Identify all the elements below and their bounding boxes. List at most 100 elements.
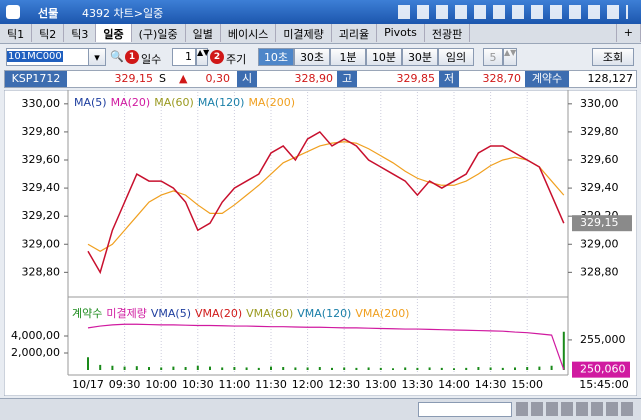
- x-tick-label: 10:00: [145, 378, 177, 391]
- tab[interactable]: Pivots: [377, 24, 425, 42]
- tab[interactable]: 틱1: [0, 24, 33, 42]
- scrollbar[interactable]: [418, 402, 512, 417]
- ma-line: [87, 141, 565, 252]
- volume-bar: [135, 366, 138, 370]
- current-price-box: [572, 215, 632, 232]
- tab[interactable]: 베이시스: [221, 24, 277, 42]
- chart: 10/17 09:30 10:00 10:30 11:00 11:30 12:00 12:30…: [4, 90, 637, 396]
- x-tick-label: 14:00: [438, 378, 470, 391]
- volume-bar: [404, 367, 407, 370]
- period-button[interactable]: 1분: [330, 48, 366, 66]
- title-bar: 선물 4392 차트>일중: [0, 0, 641, 24]
- spinner[interactable]: ▲▼: [196, 48, 209, 66]
- arrow: ▲: [179, 72, 188, 85]
- chart-bg: [4, 90, 637, 396]
- volume-bar: [196, 365, 199, 370]
- period-button[interactable]: 30초: [294, 48, 330, 66]
- low: 328,70: [482, 72, 522, 85]
- x-tick-label: 14:30: [475, 378, 507, 391]
- volume-bar: [526, 367, 529, 370]
- y-tick-label: 329,00: [22, 237, 61, 250]
- days-input[interactable]: 1: [172, 48, 196, 66]
- volume-bar: [440, 367, 443, 370]
- dropdown[interactable]: ▾: [88, 48, 106, 66]
- volume-bar: [318, 367, 321, 370]
- title-icons[interactable]: [398, 5, 628, 19]
- y-tick-label: 4,000,00: [11, 329, 60, 342]
- volume-bar: [453, 368, 455, 370]
- tab[interactable]: 괴리율: [332, 24, 378, 42]
- legend-entry: MA(20): [111, 96, 151, 109]
- period-buttons: 10초 30초 1분 10분 30분 임의: [258, 48, 474, 66]
- legend-entry: VMA(5): [151, 307, 191, 320]
- legend-entry: 미결제량: [106, 307, 146, 320]
- period-button[interactable]: 임의: [438, 48, 474, 66]
- x-tick-label: 10/17: [72, 378, 104, 391]
- volume-bar: [282, 367, 285, 370]
- legend-entry: MA(120): [198, 96, 245, 109]
- volume-bar: [343, 367, 346, 370]
- volume-bar: [148, 367, 150, 370]
- volume-bar: [477, 367, 480, 370]
- y2-tick-label: 255,000: [580, 333, 626, 346]
- legend-entry: VMA(20): [195, 307, 242, 320]
- volume-bar: [501, 367, 504, 370]
- volume-bar: [257, 367, 260, 370]
- label: 계약수: [525, 71, 569, 87]
- menu[interactable]: 선물: [38, 7, 59, 20]
- volume-bar: [99, 364, 102, 370]
- volume-bar: [172, 366, 175, 370]
- high: 329,85: [396, 72, 436, 85]
- y-tick-label: 328,80: [22, 265, 61, 278]
- tool-icons[interactable]: [516, 402, 636, 416]
- tab[interactable]: 일중: [96, 24, 132, 42]
- volume-bar: [367, 367, 370, 370]
- quote-bar: KSP1712 329,15 S ▲ 0,30 시 328,90 고 329,8…: [4, 70, 637, 88]
- volume-bar: [221, 367, 224, 370]
- y-tick-label: 329,40: [22, 181, 61, 194]
- badge: 1: [125, 50, 139, 64]
- tab[interactable]: 전광판: [425, 24, 471, 42]
- x-tick-label: 13:00: [365, 378, 397, 391]
- code-combo[interactable]: 101MC000: [6, 48, 106, 66]
- label: 주기: [226, 53, 247, 66]
- volume-bar: [160, 367, 163, 370]
- period-button[interactable]: 10초: [258, 48, 294, 66]
- spinner: ▲▼: [503, 48, 517, 66]
- volume-bar: [465, 367, 468, 370]
- y-tick-label: 328,80: [580, 265, 619, 278]
- query-button[interactable]: 조회: [592, 48, 634, 66]
- volume-bar: [355, 367, 358, 370]
- y-tick-label: 330,00: [22, 97, 61, 110]
- legend-entry: MA(200): [248, 96, 295, 109]
- legend-entry: MA(5): [74, 96, 107, 109]
- current-price-label: 329,15: [580, 216, 619, 229]
- volume-bar: [270, 366, 272, 370]
- tab[interactable]: (구)일중: [132, 24, 186, 42]
- volume-bar: [489, 367, 492, 370]
- y-tick-label: 329,80: [22, 125, 61, 138]
- tab[interactable]: 틱2: [32, 24, 65, 42]
- oi-label: 250,060: [580, 363, 626, 376]
- label: 저: [439, 71, 459, 87]
- symbol: KSP1712: [5, 71, 67, 87]
- y-tick-label: 329,60: [22, 153, 61, 166]
- price-line: [87, 130, 565, 275]
- volume-bar: [306, 367, 309, 370]
- x-tick-label: 11:00: [219, 378, 251, 391]
- period-button[interactable]: 10분: [366, 48, 402, 66]
- volume: 128,127: [587, 72, 634, 85]
- tab[interactable]: 미결제량: [276, 24, 332, 42]
- tab[interactable]: 일별: [186, 24, 221, 42]
- change: 0,30: [205, 72, 231, 85]
- tab[interactable]: 틱3: [64, 24, 97, 42]
- legend-entry: VMA(60): [246, 307, 293, 320]
- search-icon[interactable]: 🔍: [110, 50, 124, 63]
- volume-bar: [379, 367, 382, 370]
- tab-add[interactable]: +: [615, 24, 641, 42]
- open-interest-line: [87, 323, 565, 370]
- legend-entry: VMA(120): [297, 307, 351, 320]
- x-tick-label: 10:30: [182, 378, 214, 391]
- period-button[interactable]: 30분: [402, 48, 438, 66]
- label: 시: [237, 71, 257, 87]
